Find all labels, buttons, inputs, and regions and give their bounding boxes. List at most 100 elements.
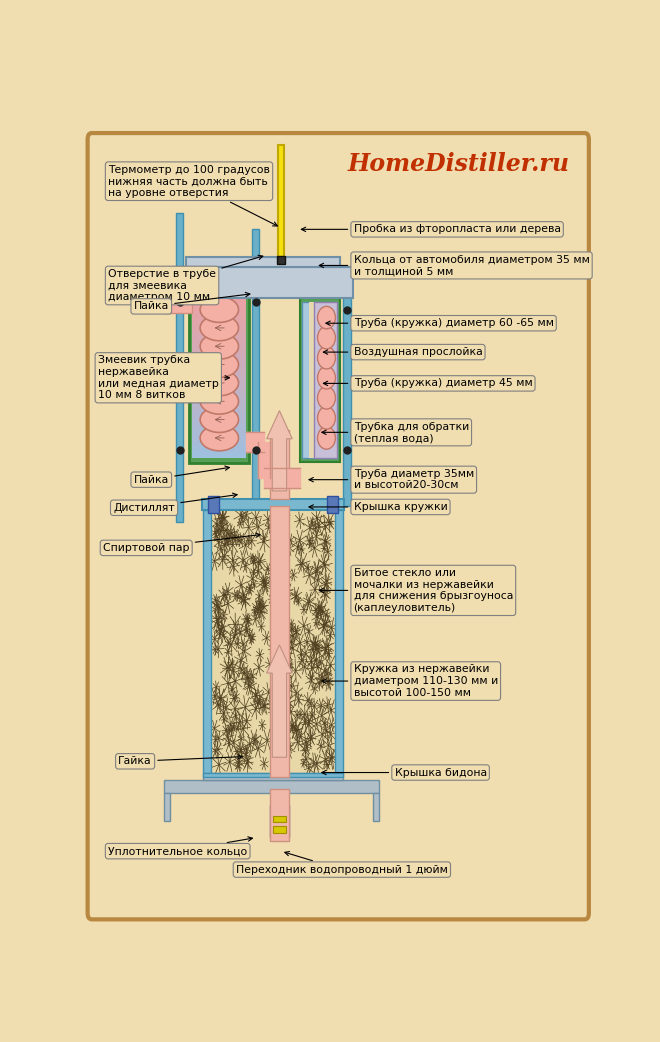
Text: Крышка кружки: Крышка кружки: [309, 502, 447, 512]
Bar: [193, 330, 246, 338]
Bar: [193, 386, 246, 392]
Ellipse shape: [317, 406, 335, 429]
Bar: [203, 511, 343, 773]
Text: Переходник водопроводный 1 дюйм: Переходник водопроводный 1 дюйм: [236, 851, 448, 874]
Bar: [193, 401, 246, 408]
Bar: [193, 297, 246, 304]
Bar: [193, 451, 246, 458]
Bar: [203, 772, 343, 777]
Bar: [193, 423, 246, 430]
Text: Трубка для обратки
(теплая вода): Трубка для обратки (теплая вода): [322, 422, 469, 443]
Bar: [193, 445, 246, 452]
Bar: [193, 292, 246, 299]
Text: Труба диаметр 35мм
и высотой20-30см: Труба диаметр 35мм и высотой20-30см: [309, 469, 474, 491]
Bar: [186, 257, 341, 267]
Bar: [193, 396, 246, 403]
Bar: [193, 418, 246, 425]
FancyArrow shape: [267, 411, 292, 491]
Bar: [314, 301, 337, 458]
Bar: [335, 511, 343, 773]
Text: Кольца от автомобиля диаметром 35 мм
и толщиной 5 мм: Кольца от автомобиля диаметром 35 мм и т…: [319, 254, 589, 276]
Bar: [202, 499, 345, 511]
Bar: [270, 789, 289, 841]
Text: Воздушная прослойка: Воздушная прослойка: [323, 347, 482, 357]
Bar: [174, 267, 353, 298]
Text: Битое стекло или
мочалки из нержавейки
для снижения брызгоуноса
(каплеуловитель): Битое стекло или мочалки из нержавейки д…: [319, 568, 513, 613]
Bar: [273, 816, 286, 822]
Text: Труба (кружка) диаметр 60 -65 мм: Труба (кружка) диаметр 60 -65 мм: [326, 318, 554, 328]
Bar: [193, 391, 246, 398]
Text: Гайка: Гайка: [118, 754, 242, 766]
Bar: [176, 214, 183, 522]
Text: Кружка из нержавейки
диаметром 110-130 мм и
высотой 100-150 мм: Кружка из нержавейки диаметром 110-130 м…: [322, 665, 498, 698]
Bar: [193, 352, 246, 359]
Ellipse shape: [200, 333, 238, 359]
Text: Уплотнительное кольцо: Уплотнительное кольцо: [108, 837, 252, 857]
Bar: [252, 229, 259, 506]
Bar: [302, 301, 337, 458]
Bar: [193, 357, 246, 365]
Ellipse shape: [200, 370, 238, 396]
Bar: [193, 369, 246, 376]
Text: Пайка: Пайка: [133, 466, 230, 485]
Bar: [193, 314, 246, 321]
Bar: [208, 496, 219, 514]
Ellipse shape: [200, 425, 238, 451]
Bar: [193, 342, 246, 348]
Ellipse shape: [317, 367, 335, 389]
Text: Пробка из фторопласта или дерева: Пробка из фторопласта или дерева: [302, 224, 560, 234]
Bar: [193, 319, 246, 326]
Bar: [193, 325, 246, 332]
Ellipse shape: [200, 352, 238, 377]
Ellipse shape: [200, 389, 238, 414]
Bar: [193, 407, 246, 414]
Bar: [193, 308, 246, 316]
Bar: [193, 413, 246, 420]
Bar: [203, 511, 211, 773]
Bar: [343, 270, 350, 506]
Bar: [203, 773, 343, 779]
Text: Дистиллят: Дистиллят: [114, 493, 237, 513]
Text: Отверстие в трубе
для змеевика
диаметром 10 мм: Отверстие в трубе для змеевика диаметром…: [108, 255, 263, 302]
Text: Труба (кружка) диаметр 45 мм: Труба (кружка) диаметр 45 мм: [323, 378, 533, 389]
Ellipse shape: [317, 427, 335, 449]
Bar: [270, 506, 289, 777]
Bar: [327, 496, 338, 514]
Bar: [164, 298, 193, 313]
Bar: [193, 429, 246, 437]
Bar: [277, 256, 285, 264]
Text: Термометр до 100 градусов
нижняя часть должна быть
на уровне отверстия: Термометр до 100 градусов нижняя часть д…: [108, 165, 277, 226]
Bar: [164, 779, 379, 793]
Bar: [164, 793, 170, 821]
Bar: [193, 374, 246, 381]
Bar: [193, 336, 246, 343]
Ellipse shape: [317, 387, 335, 410]
Bar: [309, 301, 313, 458]
Ellipse shape: [317, 306, 335, 329]
Bar: [193, 303, 246, 309]
Bar: [189, 289, 249, 463]
Bar: [273, 826, 286, 833]
Bar: [193, 440, 246, 447]
Ellipse shape: [200, 315, 238, 341]
Text: Пайка: Пайка: [133, 293, 250, 312]
FancyBboxPatch shape: [88, 133, 589, 919]
Text: HomeDistiller.ru: HomeDistiller.ru: [347, 151, 570, 175]
Bar: [270, 804, 289, 837]
Ellipse shape: [200, 406, 238, 432]
Bar: [193, 379, 246, 387]
Bar: [193, 347, 246, 354]
Bar: [193, 364, 246, 370]
Text: Крышка бидона: Крышка бидона: [322, 768, 486, 777]
Text: Змеевик трубка
нержавейка
или медная диаметр
10 мм 8 витков: Змеевик трубка нержавейка или медная диа…: [98, 355, 230, 400]
FancyArrow shape: [267, 645, 292, 758]
Bar: [270, 430, 289, 499]
Bar: [278, 145, 284, 257]
Bar: [193, 435, 246, 442]
Ellipse shape: [200, 297, 238, 322]
Ellipse shape: [317, 347, 335, 369]
Bar: [373, 793, 379, 821]
Text: Спиртовой пар: Спиртовой пар: [103, 534, 260, 553]
Bar: [300, 298, 340, 462]
Ellipse shape: [317, 326, 335, 349]
